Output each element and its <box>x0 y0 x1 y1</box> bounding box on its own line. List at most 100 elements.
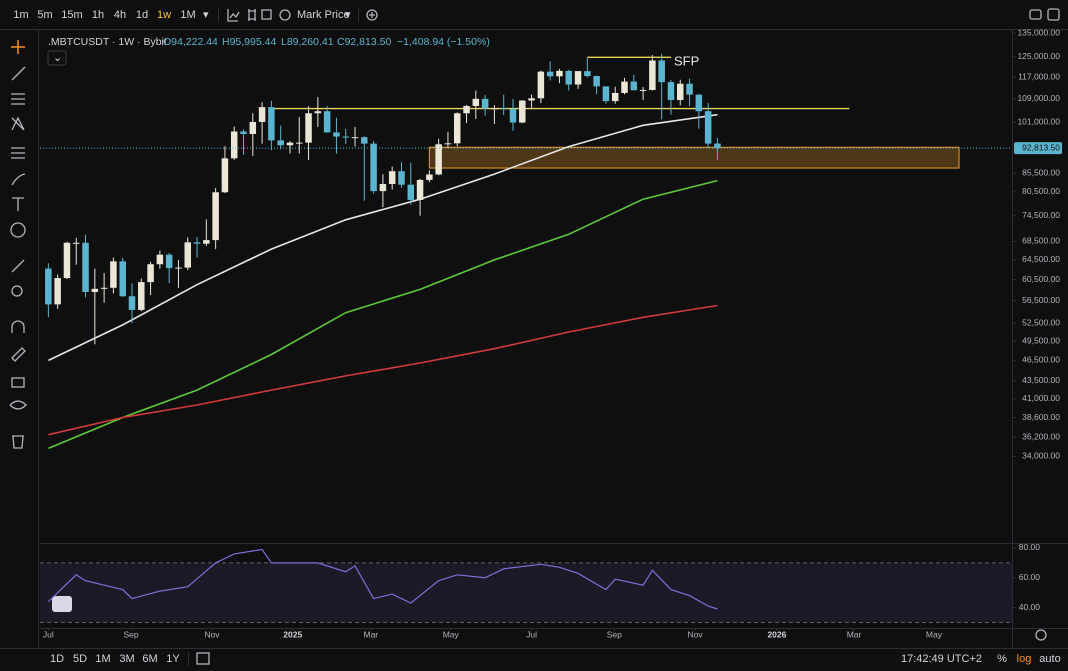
drawing-tools[interactable] <box>9 40 27 449</box>
moving-average <box>48 304 718 436</box>
y-tick-label: 125,000.00 <box>1017 51 1060 61</box>
icon-tool[interactable] <box>10 222 26 238</box>
candle-body <box>305 113 312 143</box>
range-button[interactable]: 5D <box>73 653 87 665</box>
candle-body <box>193 242 201 244</box>
candle-body <box>481 98 489 109</box>
lock-tool[interactable] <box>11 377 25 388</box>
percent-toggle[interactable]: % <box>997 653 1007 665</box>
toolbar-icons[interactable]: ▾ ▾ <box>203 8 1060 22</box>
y-tick-label: 101,000.00 <box>1017 116 1060 126</box>
auto-toggle[interactable]: auto <box>1039 653 1060 665</box>
indicator-icon[interactable] <box>248 9 256 21</box>
candle-body <box>54 278 61 305</box>
pattern-tool[interactable] <box>11 116 25 131</box>
interval-button[interactable]: 4h <box>114 9 126 21</box>
candle-body <box>649 60 656 90</box>
log-toggle[interactable]: log <box>1017 653 1032 665</box>
candle-body <box>351 137 359 139</box>
collapse-arrow[interactable]: ⌄ <box>53 52 62 64</box>
ohlc-value: C92,813.50 <box>337 36 391 48</box>
y-tick-label: 52,500.00 <box>1022 317 1060 327</box>
level-label: SFP <box>674 54 699 69</box>
price-source-icon[interactable] <box>279 9 291 21</box>
y-tick-label: 135,000.00 <box>1017 27 1060 37</box>
candle-body <box>704 111 712 144</box>
rsi-tick-label: 80.00 <box>1019 542 1041 552</box>
candle-body <box>249 121 257 135</box>
candle-body <box>110 261 117 288</box>
measure-tool[interactable] <box>11 259 25 273</box>
camera-icon[interactable] <box>1029 9 1042 20</box>
last-price-box <box>1014 142 1062 155</box>
fib-tool[interactable] <box>11 93 25 105</box>
candle-body <box>221 158 229 193</box>
projection-tool[interactable] <box>11 147 25 159</box>
range-button[interactable]: 1M <box>95 653 110 665</box>
ohlc-value: L89,260.41 <box>281 36 334 48</box>
candle-body <box>714 143 721 149</box>
range-button[interactable]: 3M <box>119 653 134 665</box>
interval-button[interactable]: 1M <box>180 9 195 21</box>
candle-body <box>686 83 693 95</box>
stay-drawing-tool[interactable] <box>11 347 26 362</box>
logo <box>52 596 72 612</box>
candle-body <box>444 143 452 145</box>
candle-body <box>519 100 526 123</box>
candle-body <box>138 282 145 310</box>
candle-body <box>45 268 52 305</box>
candle-body <box>82 242 89 292</box>
magnet-tool[interactable] <box>11 320 25 333</box>
ohlc-value: O94,222.44 <box>163 36 218 48</box>
collapse-legend-button[interactable] <box>47 50 67 66</box>
price-source[interactable]: Mark Price <box>297 9 350 21</box>
x-tick-label: Nov <box>688 629 704 639</box>
chart-type-icon[interactable] <box>227 9 240 22</box>
candle-body <box>212 192 219 241</box>
candle-body <box>128 296 136 310</box>
template-icon[interactable] <box>261 9 272 20</box>
dropdown-arrow[interactable]: ▾ <box>345 9 351 21</box>
candle-body <box>667 82 675 100</box>
dropdown-arrow[interactable]: ▾ <box>203 9 209 21</box>
rsi-pane <box>40 548 1012 623</box>
candle-body <box>398 171 405 185</box>
range-button[interactable]: 1Y <box>166 653 180 665</box>
add-icon[interactable] <box>366 9 378 21</box>
y-tick-label: 41,000.00 <box>1022 393 1060 403</box>
interval-button[interactable]: 1w <box>157 9 171 21</box>
range-button[interactable]: 6M <box>142 653 157 665</box>
candle-body <box>342 136 349 138</box>
interval-button[interactable]: 1m <box>13 9 28 21</box>
candle-body <box>147 264 154 283</box>
settings-icon[interactable] <box>1035 629 1047 641</box>
x-tick-label: Jul <box>526 629 537 639</box>
candle-body <box>593 76 600 87</box>
interval-button[interactable]: 5m <box>37 9 52 21</box>
visibility-tool[interactable] <box>9 400 27 410</box>
candle-body <box>500 108 507 110</box>
zoom-tool[interactable] <box>11 285 23 297</box>
trendline-tool[interactable] <box>11 66 26 81</box>
last-price-label: 92,813.50 <box>1022 142 1060 152</box>
interval-button[interactable]: 1h <box>92 9 104 21</box>
text-tool[interactable] <box>12 197 24 211</box>
candle-body <box>574 71 582 85</box>
moving-average <box>48 113 718 362</box>
y-tick-label: 34,000.00 <box>1022 451 1060 461</box>
crosshair-tool[interactable] <box>11 40 25 54</box>
candle-body <box>286 142 294 146</box>
interval-button[interactable]: 15m <box>61 9 82 21</box>
goto-date-icon[interactable] <box>196 652 210 665</box>
brush-tool[interactable] <box>11 173 26 186</box>
interval-button[interactable]: 1d <box>136 9 148 21</box>
delete-tool[interactable] <box>12 435 24 449</box>
candle-body <box>602 86 610 102</box>
y-tick-label: 46,500.00 <box>1022 355 1060 365</box>
range-button[interactable]: 1D <box>50 653 64 665</box>
y-tick-label: 74,500.00 <box>1022 210 1060 220</box>
candle-body <box>72 242 80 244</box>
candle-body <box>184 242 192 268</box>
fullscreen-icon[interactable] <box>1047 8 1060 21</box>
